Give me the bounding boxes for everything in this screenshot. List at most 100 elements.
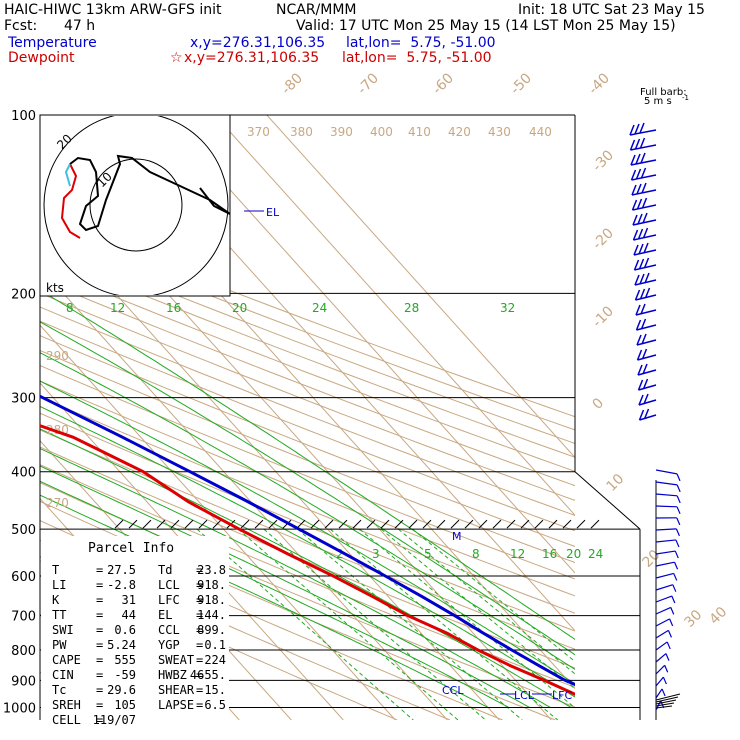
moist-adiabat-label: 20 bbox=[232, 301, 247, 315]
wind-barb-feather bbox=[635, 304, 641, 316]
fcst-value: 47 h bbox=[64, 18, 96, 34]
dewpoint-legend: Dewpoint bbox=[8, 50, 75, 66]
isotherm-label: -50 bbox=[508, 70, 535, 97]
wind-barb-feather bbox=[636, 198, 643, 210]
valid-time: Valid: 17 UTC Mon 25 May 15 (14 LST Mon … bbox=[296, 18, 676, 34]
hatch-mark bbox=[156, 519, 166, 529]
wind-barb bbox=[655, 676, 664, 687]
wind-barb-surface bbox=[655, 699, 677, 705]
parcel-info-cell: SWEAT bbox=[158, 653, 194, 667]
hatch-mark bbox=[324, 519, 334, 529]
wind-barb-feather bbox=[643, 257, 650, 269]
wind-barb-column: Full barb:5 m s -1 bbox=[629, 87, 689, 720]
hatch-mark bbox=[422, 519, 432, 529]
mixing-ratio-label: 2 bbox=[336, 547, 344, 561]
mixing-ratio-label: 12 bbox=[510, 547, 525, 561]
center-name: NCAR/MMM bbox=[276, 2, 357, 18]
hatch-mark bbox=[142, 519, 152, 529]
dry-adiabat-line bbox=[40, 335, 575, 547]
wind-barb-feather bbox=[638, 258, 645, 270]
wind-barb bbox=[637, 354, 657, 361]
wind-barb-feather bbox=[629, 139, 636, 151]
hatch-mark bbox=[352, 519, 362, 529]
wind-barb-feather bbox=[665, 653, 670, 661]
hatch-mark bbox=[520, 519, 530, 529]
parcel-info-cell: HWBZ bbox=[158, 668, 187, 682]
isotherm-line bbox=[162, 115, 575, 574]
parcel-info-cell: 918. bbox=[197, 593, 226, 607]
wind-barb-feather bbox=[640, 152, 646, 164]
pressure-label: 600 bbox=[11, 570, 36, 585]
dry-adiabat-line bbox=[40, 429, 575, 650]
hatch-mark bbox=[198, 519, 208, 529]
parcel-info-cell: Td bbox=[158, 563, 172, 577]
temperature-legend: Temperature bbox=[8, 35, 97, 51]
parcel-info-cell: K bbox=[52, 593, 60, 607]
dry-adiabat-line bbox=[40, 349, 575, 564]
hodograph-frame bbox=[39, 114, 231, 297]
parcel-info-cell: CAPE bbox=[52, 653, 81, 667]
mixing-ratio-label: 3 bbox=[372, 547, 380, 561]
wind-barb-feather bbox=[637, 228, 644, 240]
pressure-label: 400 bbox=[11, 466, 36, 481]
dry-adiabat-label: 430 bbox=[488, 125, 511, 139]
hatch-mark bbox=[492, 519, 502, 529]
wind-barb-feather bbox=[662, 676, 667, 685]
parcel-info-cell: = bbox=[196, 593, 203, 607]
parcel-info-cell: LCL bbox=[158, 578, 180, 592]
parcel-info-cell: 224 bbox=[204, 653, 226, 667]
hatch-mark bbox=[254, 519, 264, 529]
hatch-mark bbox=[506, 519, 516, 529]
wind-barb bbox=[629, 129, 657, 136]
parcel-info-cell: 6.5 bbox=[204, 698, 226, 712]
pressure-label: 800 bbox=[11, 644, 36, 659]
level-annotation-ccl: CCL bbox=[442, 684, 464, 697]
parcel-info-cell: T bbox=[52, 563, 59, 577]
wind-barb-feather bbox=[661, 688, 666, 697]
wind-barb-feather bbox=[630, 169, 637, 181]
hatch-mark bbox=[408, 519, 418, 529]
parcel-info-cell: 27.5 bbox=[107, 563, 136, 577]
isotherm-label: -60 bbox=[430, 70, 457, 97]
isotherm-line bbox=[0, 115, 31, 720]
pressure-label: 100 bbox=[11, 109, 36, 124]
hodograph-ring-10 bbox=[89, 158, 183, 252]
temperature-latlon: lat,lon= 5.75, -51.00 bbox=[346, 35, 496, 51]
wind-barb-feather bbox=[637, 364, 643, 376]
isotherm-label: -30 bbox=[590, 147, 617, 174]
wind-barb bbox=[655, 572, 674, 579]
wind-barb-feather bbox=[640, 318, 647, 330]
wind-barb bbox=[655, 641, 668, 651]
wind-barb-feather bbox=[673, 573, 678, 581]
parcel-info-cell: = bbox=[196, 698, 203, 712]
wind-barb bbox=[655, 629, 669, 639]
isotherm-label: 40 bbox=[707, 604, 731, 628]
parcel-info-cell: = bbox=[196, 683, 203, 697]
isotherm-label: 20 bbox=[640, 547, 664, 571]
wind-barb-feather bbox=[639, 122, 645, 134]
dry-adiabat-label: 390 bbox=[330, 125, 353, 139]
parcel-info-cell: 44 bbox=[122, 608, 136, 622]
pressure-label: 1000 bbox=[3, 701, 36, 716]
wind-barb bbox=[655, 653, 667, 663]
hatch-mark bbox=[170, 519, 180, 529]
mixing-ratio-line bbox=[359, 528, 575, 709]
hatch-mark bbox=[338, 519, 348, 529]
wind-barb-feather bbox=[675, 528, 680, 537]
wind-barb-feather bbox=[639, 288, 646, 300]
hatch-mark bbox=[380, 519, 390, 529]
dry-adiabat-line bbox=[40, 412, 575, 632]
wind-barb bbox=[655, 595, 673, 603]
moist-adiabat-label: 16 bbox=[166, 301, 181, 315]
wind-barb bbox=[655, 469, 678, 475]
hatch-mark bbox=[394, 519, 404, 529]
parcel-info-cell: PW bbox=[52, 638, 67, 652]
level-annotation-lfc: LFC bbox=[552, 689, 572, 702]
parcel-info-cell: -2.8 bbox=[107, 578, 136, 592]
hatch-mark bbox=[128, 519, 138, 529]
mixing-ratio-line bbox=[412, 528, 575, 663]
hodograph-trace-upper bbox=[69, 154, 231, 232]
wind-barb-feather bbox=[640, 167, 647, 179]
parcel-info-cell: EL bbox=[158, 608, 172, 622]
